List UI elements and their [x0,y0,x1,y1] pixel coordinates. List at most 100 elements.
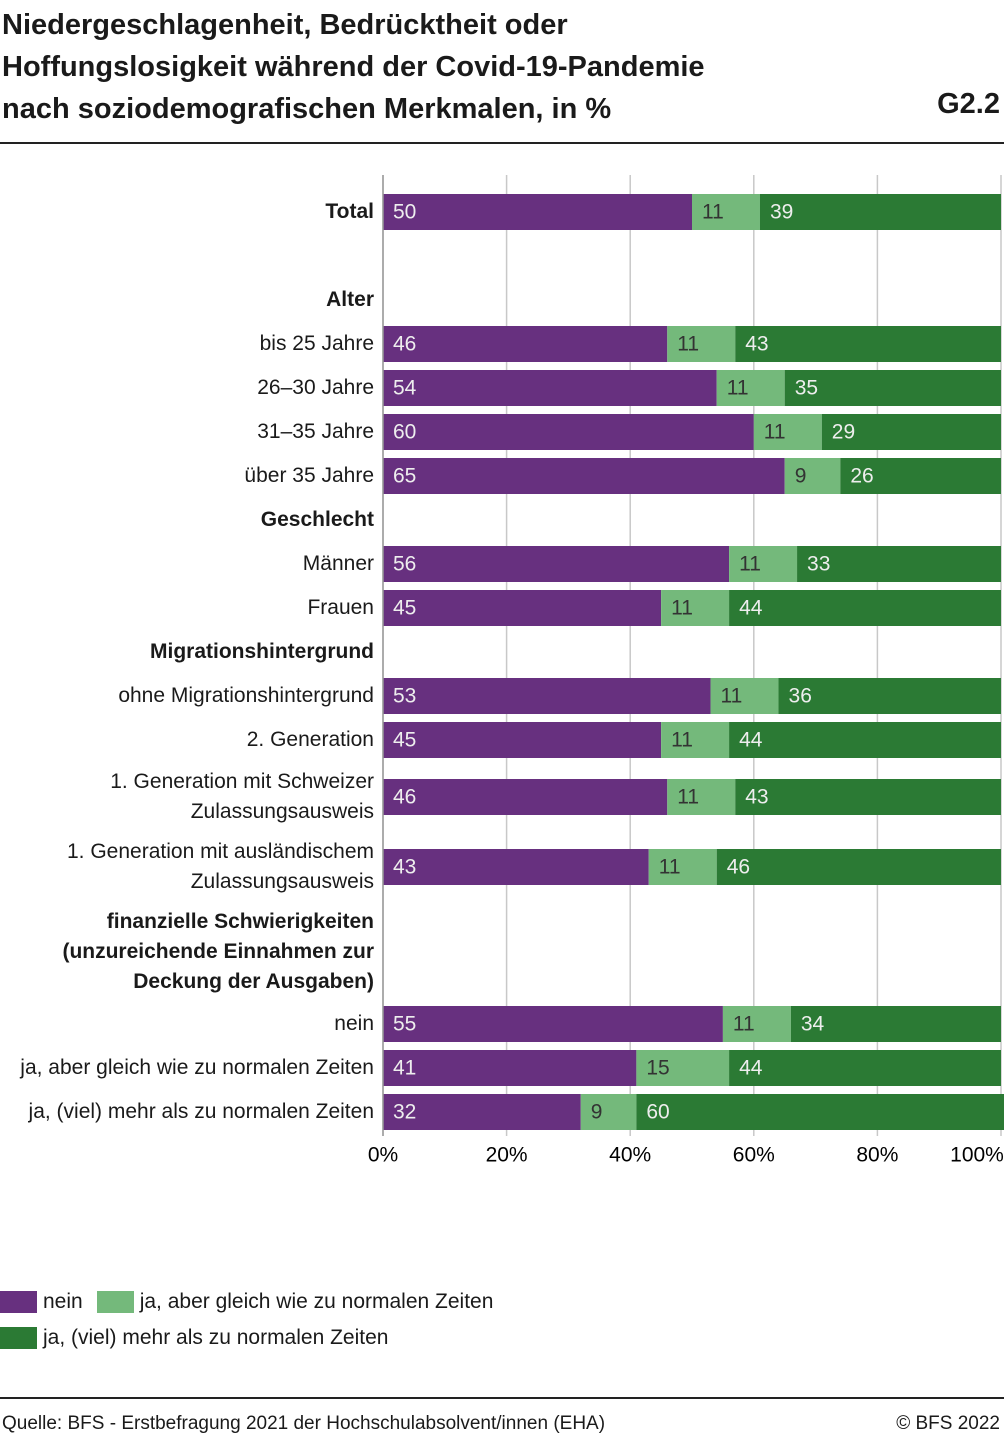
value-label: 35 [795,377,818,400]
bar-segment [383,194,692,230]
bar-segment [710,678,779,714]
value-label: 55 [393,1013,416,1036]
bar-segment [840,458,1001,494]
legend-item: ja, (viel) mehr als zu normalen Zeiten [0,1320,388,1356]
bar-segment [661,590,730,626]
bar-segment [735,779,1001,815]
value-label: 11 [764,421,786,444]
value-label: 11 [671,597,693,620]
bar-segment [753,414,822,450]
bar-segment [784,370,1001,406]
bar-segment [661,722,730,758]
bar-segment [648,849,717,885]
bar-segment [729,1050,1001,1086]
x-tick-label: 20% [486,1144,528,1167]
value-label: 11 [727,377,749,400]
bar-segment [383,590,662,626]
source: Quelle: BFS - Erstbefragung 2021 der Hoc… [2,1413,606,1434]
bar-segment [729,546,798,582]
bar-segment [722,1006,791,1042]
value-label: 36 [789,685,812,708]
bar-segment [729,590,1001,626]
bar-segment [383,722,662,758]
value-label: 46 [393,786,416,809]
value-label: 11 [739,553,761,576]
bar-segment [383,326,668,362]
legend-swatch [96,1291,134,1313]
category-label: 2. Generation [246,728,374,751]
value-label: 33 [807,553,830,576]
category-label: Frauen [307,596,374,619]
rule [0,142,1004,144]
bar-segment [790,1006,1001,1042]
x-tick-label: 60% [733,1144,775,1167]
bar-segment [383,779,668,815]
value-label: 11 [721,685,743,708]
copyright: © BFS 2022 [896,1413,1000,1434]
bar-segment [821,414,1001,450]
legend-label: ja, aber gleich wie zu normalen Zeiten [139,1290,494,1313]
value-label: 39 [770,201,793,224]
category-label: finanzielle Schwierigkeiten (unzureichen… [62,910,374,993]
value-label: 50 [393,201,416,224]
bar-segment [383,1094,581,1130]
bar-segment [383,678,711,714]
value-label: 54 [393,377,417,400]
legend-swatch [0,1291,37,1313]
bar-segment [636,1050,730,1086]
value-label: 11 [671,729,693,752]
title-line: Niedergeschlagenheit, Bedrücktheit oder [2,9,568,41]
value-label: 44 [739,729,763,752]
figure-id: G2.2 [937,88,1000,120]
bar-segment [383,458,785,494]
chart-title: Niedergeschlagenheit, Bedrücktheit oder … [2,4,705,130]
bar-segment [383,370,717,406]
category-label: nein [334,1012,374,1035]
value-label: 11 [659,856,681,879]
category-label: Geschlecht [260,508,374,531]
value-label: 29 [832,421,855,444]
legend-item: ja, aber gleich wie zu normalen Zeiten [96,1284,494,1320]
value-label: 46 [727,856,750,879]
bar-segment [383,546,730,582]
value-label: 9 [795,465,807,488]
value-label: 11 [677,786,699,809]
bar-segment [667,326,736,362]
bar-segment [383,1006,723,1042]
x-tick-label: 0% [368,1144,398,1167]
value-label: 60 [646,1101,669,1124]
value-label: 45 [393,729,416,752]
value-label: 46 [393,333,416,356]
value-label: 32 [393,1101,416,1124]
value-label: 60 [393,421,416,444]
value-label: 44 [739,597,763,620]
value-label: 41 [393,1057,416,1080]
bar-segment [667,779,736,815]
legend-label: nein [43,1290,83,1313]
value-label: 45 [393,597,416,620]
category-label: über 35 Jahre [244,464,374,487]
grid [382,175,1002,1136]
category-label: bis 25 Jahre [259,332,374,355]
legend-label: ja, (viel) mehr als zu normalen Zeiten [43,1326,389,1349]
x-tick-label: 40% [609,1144,651,1167]
bar-segment [735,326,1001,362]
category-label: Männer [302,552,374,575]
value-label: 44 [739,1057,763,1080]
bar-segment [580,1094,637,1130]
value-label: 11 [733,1013,755,1036]
category-label: Total [325,200,374,223]
bar-segment [383,849,649,885]
value-label: 43 [745,786,768,809]
title-line: nach soziodemografischen Merkmalen, in % [2,93,612,125]
value-label: 34 [801,1013,825,1036]
bar-segment [716,370,785,406]
bar-segment [778,678,1001,714]
value-label: 11 [702,201,724,224]
value-label: 26 [850,465,873,488]
category-label: 1. Generation mit Schweizer Zulassungsau… [110,770,374,823]
value-label: 53 [393,685,416,708]
value-label: 9 [591,1101,603,1124]
